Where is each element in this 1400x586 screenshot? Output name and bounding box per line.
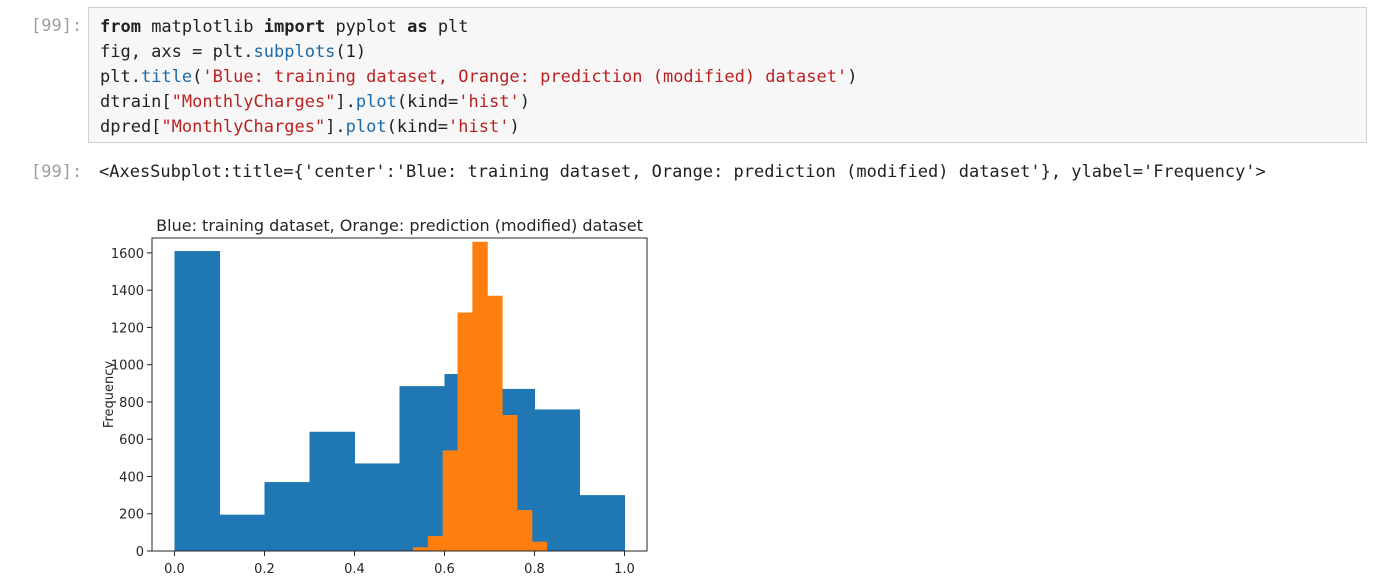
code-line-5: dpred["MonthlyCharges"].plot(kind='hist'… — [100, 117, 520, 137]
x-tick-label: 0.6 — [434, 562, 455, 577]
output-prompt: [99]: — [31, 162, 83, 182]
x-tick-label: 0.4 — [344, 562, 365, 577]
histogram-bar-series-1 — [309, 431, 355, 551]
code-block: from matplotlib import pyplot as plt fig… — [100, 15, 857, 140]
code-input-area[interactable]: from matplotlib import pyplot as plt fig… — [88, 7, 1367, 143]
histogram-bar-series-2 — [487, 295, 503, 551]
y-tick-label: 0 — [136, 545, 144, 560]
code-line-1: from matplotlib import pyplot as plt — [100, 17, 469, 37]
x-tick-label: 0.0 — [164, 562, 185, 577]
input-prompt: [99]: — [31, 16, 83, 36]
histogram-bar-series-1 — [354, 463, 400, 551]
histogram-bar-series-2 — [531, 541, 548, 551]
y-tick-label: 800 — [119, 396, 144, 411]
histogram-bar-series-1 — [579, 495, 625, 551]
histogram-bar-series-1 — [399, 386, 445, 551]
histogram-bar-series-2 — [457, 312, 473, 551]
plot-frame — [151, 237, 648, 552]
histogram-bar-series-2 — [413, 547, 429, 551]
y-tick-label: 1400 — [111, 284, 144, 299]
histogram-bar-series-2 — [427, 536, 444, 551]
histogram-bar-series-2 — [442, 450, 459, 551]
output-repr-text: <AxesSubplot:title={'center':'Blue: trai… — [99, 162, 1266, 182]
histogram-bar-series-2 — [472, 241, 488, 551]
x-tick-label: 0.2 — [254, 562, 275, 577]
y-axis-label: Frequency — [102, 361, 117, 428]
y-tick-label: 1200 — [111, 321, 144, 336]
y-tick-label: 600 — [119, 433, 144, 448]
code-line-4: dtrain["MonthlyCharges"].plot(kind='hist… — [100, 92, 530, 112]
histogram-bar-series-1 — [219, 514, 265, 551]
histogram-bar-series-1 — [264, 482, 310, 551]
x-tick-label: 1.0 — [614, 562, 635, 577]
y-tick-label: 1600 — [111, 247, 144, 262]
histogram-bar-series-2 — [516, 510, 533, 551]
code-line-3: plt.title('Blue: training dataset, Orang… — [100, 67, 858, 87]
histogram-bar-series-2 — [502, 414, 518, 551]
histogram-bar-series-1 — [534, 409, 580, 551]
histogram-bar-series-1 — [174, 251, 220, 551]
y-tick-label: 1000 — [111, 359, 144, 374]
x-tick-label: 0.8 — [524, 562, 545, 577]
y-tick-label: 400 — [119, 470, 144, 485]
code-line-2: fig, axs = plt.subplots(1) — [100, 42, 367, 62]
chart-title: Blue: training dataset, Orange: predicti… — [156, 216, 643, 235]
y-tick-label: 200 — [119, 508, 144, 523]
histogram-chart: Blue: training dataset, Orange: predicti… — [102, 216, 648, 577]
